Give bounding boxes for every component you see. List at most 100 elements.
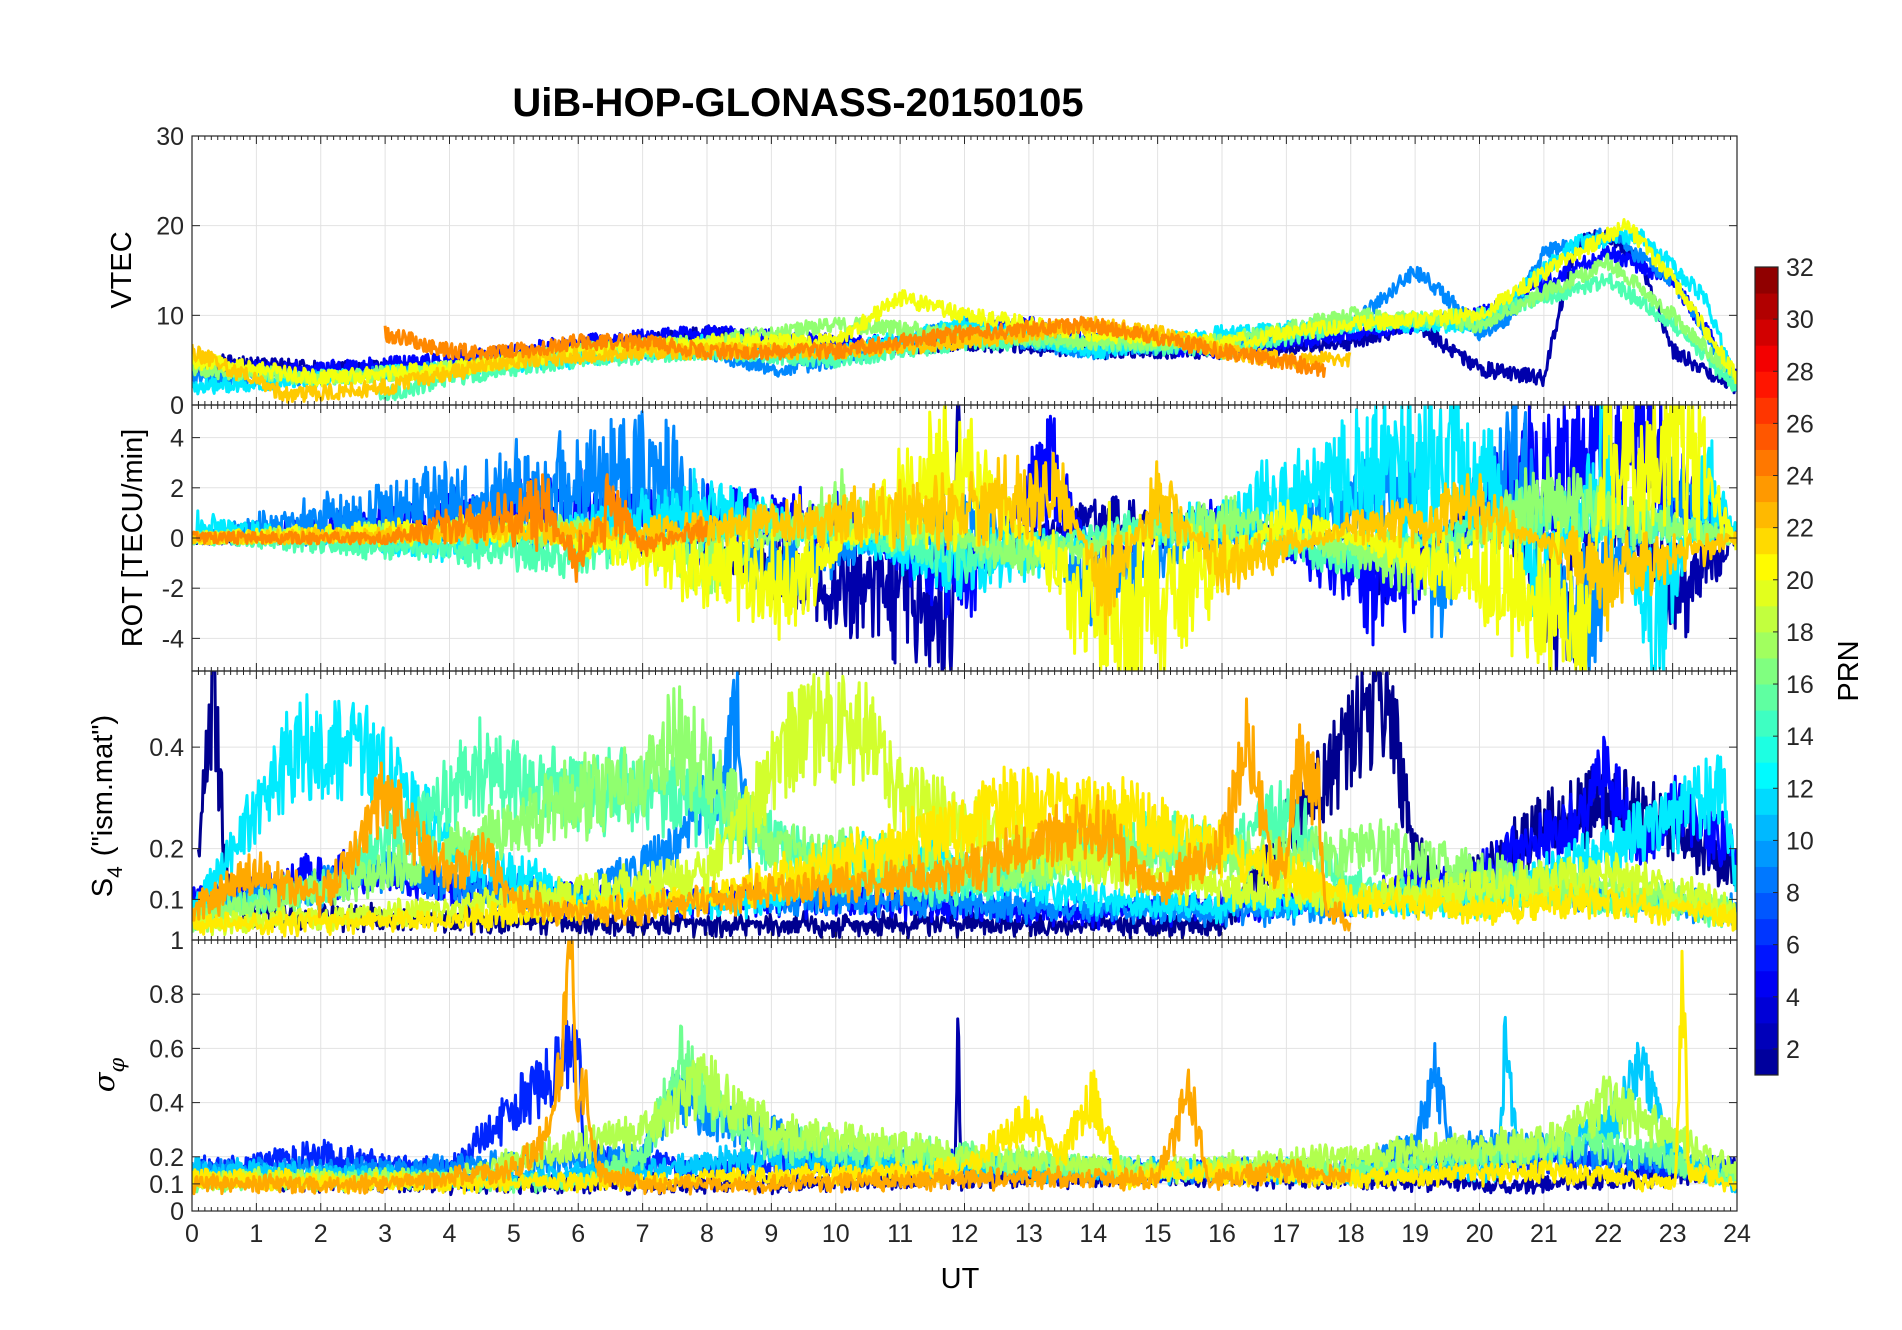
colorbar-segment bbox=[1755, 866, 1778, 894]
sigma_phi-y-tick-label: 0.1 bbox=[149, 1171, 184, 1199]
vtec-panel: VTEC 0 10 20 30 bbox=[106, 123, 1738, 420]
colorbar-segment bbox=[1755, 631, 1778, 659]
sigma_phi-y-tick-label: 0.4 bbox=[149, 1090, 184, 1118]
colorbar-tick-label: 2 bbox=[1786, 1036, 1800, 1064]
x-tick-label: 18 bbox=[1337, 1220, 1365, 1248]
x-tick-label: 20 bbox=[1466, 1220, 1494, 1248]
vtec-y-axis-label: VTEC bbox=[106, 231, 138, 308]
colorbar-segment bbox=[1755, 1048, 1778, 1076]
x-tick-label: 19 bbox=[1401, 1220, 1429, 1248]
rot-y-axis-label: ROT [TECU/min] bbox=[117, 429, 149, 648]
s4-series-prn-17 bbox=[192, 685, 1737, 933]
s4-label-main: S bbox=[87, 878, 119, 897]
sigma_phi-y-tick-label: 0.8 bbox=[149, 981, 184, 1009]
colorbar-segment bbox=[1755, 501, 1778, 529]
colorbar-segment bbox=[1755, 710, 1778, 737]
vtec-tick-marks: 0 10 20 30 bbox=[156, 123, 1738, 420]
sigma_phi-series-prn-23 bbox=[192, 940, 1352, 1196]
vtec-y-tick-label: 30 bbox=[156, 123, 184, 151]
sigma-phi-panel: σφ UT 00.10.20.40.60.810 1 2 3 4 5 6 7 8 9 10 11 12 1… bbox=[87, 927, 1751, 1295]
x-tick-label: 10 bbox=[822, 1220, 850, 1248]
colorbar-tick-label: 16 bbox=[1786, 671, 1814, 699]
colorbar-tick-label: 32 bbox=[1786, 254, 1814, 282]
colorbar-tick-label: 12 bbox=[1786, 775, 1814, 803]
colorbar-segment bbox=[1755, 579, 1778, 607]
colorbar-segment bbox=[1755, 475, 1778, 503]
sigma_phi-y-tick-label: 0 bbox=[170, 1198, 184, 1226]
colorbar-segment bbox=[1755, 397, 1778, 424]
s4-label-subscript: 4 bbox=[104, 866, 127, 878]
colorbar-tick-label: 30 bbox=[1786, 306, 1814, 334]
colorbar-segment bbox=[1755, 944, 1778, 972]
colorbar-segment bbox=[1755, 814, 1778, 841]
x-tick-label: 1 bbox=[249, 1220, 263, 1248]
colorbar-segment bbox=[1755, 996, 1778, 1024]
sigma_phi-series-prn-21 bbox=[192, 949, 1737, 1195]
colorbar-segment bbox=[1755, 553, 1778, 581]
colorbar-segment bbox=[1755, 970, 1778, 998]
colorbar-segment bbox=[1755, 267, 1778, 294]
colorbar-segment bbox=[1755, 892, 1778, 920]
x-tick-label: 9 bbox=[764, 1220, 778, 1248]
x-tick-label: 5 bbox=[507, 1220, 521, 1248]
s4-y-axis-label: S4 ("ism.mat") bbox=[87, 715, 127, 897]
s4-series-group bbox=[192, 671, 1737, 940]
x-tick-label: 12 bbox=[951, 1220, 979, 1248]
colorbar-segment bbox=[1755, 840, 1778, 867]
colorbar-tick-label: 20 bbox=[1786, 567, 1814, 595]
colorbar-tick-label: 10 bbox=[1786, 827, 1814, 855]
colorbar-segment bbox=[1755, 736, 1778, 763]
colorbar-segment bbox=[1755, 319, 1778, 346]
x-tick-label: 17 bbox=[1272, 1220, 1300, 1248]
colorbar-tick-label: 4 bbox=[1786, 984, 1800, 1012]
x-tick-label: 14 bbox=[1079, 1220, 1107, 1248]
s4-series-prn-21 bbox=[192, 765, 1737, 938]
colorbar-tick-label: 14 bbox=[1786, 723, 1814, 751]
rot-tick-marks: -4 -2 0 2 4 bbox=[162, 405, 1738, 671]
vtec-series-prn-20 bbox=[192, 218, 1737, 388]
colorbar-tick-label: 22 bbox=[1786, 515, 1814, 543]
colorbar-segment bbox=[1755, 449, 1778, 477]
sigma_phi-tick-marks: 00.10.20.40.60.810 1 2 3 4 5 6 7 8 9 10 11 12 13 14 15 1… bbox=[149, 927, 1751, 1248]
x-tick-label: 11 bbox=[887, 1220, 913, 1248]
sigma-label-subscript: φ bbox=[105, 1057, 129, 1072]
colorbar-segment bbox=[1755, 527, 1778, 555]
rot-y-tick-label: 2 bbox=[170, 475, 184, 503]
colorbar-tick-label: 28 bbox=[1786, 358, 1814, 386]
x-tick-label: 2 bbox=[314, 1220, 328, 1248]
s4-label-tail: ("ism.mat") bbox=[87, 715, 119, 856]
colorbar-tick-label: 26 bbox=[1786, 410, 1814, 438]
rot-y-tick-label: 4 bbox=[170, 425, 184, 453]
rot-y-tick-label: -2 bbox=[162, 575, 184, 603]
s4-panel: S4 ("ism.mat") 0.1 0.2 0.4 bbox=[87, 670, 1738, 941]
colorbar-segment bbox=[1755, 605, 1778, 633]
colorbar-label: PRN bbox=[1833, 640, 1865, 701]
x-tick-label: 13 bbox=[1015, 1220, 1043, 1248]
rot-series-group bbox=[192, 405, 1737, 671]
rot-series-prn-24 bbox=[192, 473, 709, 583]
x-tick-label: 21 bbox=[1530, 1220, 1558, 1248]
x-tick-label: 22 bbox=[1594, 1220, 1622, 1248]
rot-y-tick-label: 0 bbox=[170, 525, 184, 553]
colorbar-tick-label: 8 bbox=[1786, 880, 1800, 908]
colorbar-segment bbox=[1755, 918, 1778, 946]
x-tick-label: 7 bbox=[636, 1220, 650, 1248]
colorbar-segment bbox=[1755, 657, 1778, 685]
colorbar-segment bbox=[1755, 762, 1778, 789]
x-tick-label: 4 bbox=[443, 1220, 457, 1248]
x-tick-label: 15 bbox=[1144, 1220, 1172, 1248]
sigma_phi-series-group bbox=[192, 940, 1737, 1197]
vtec-y-tick-label: 20 bbox=[156, 213, 184, 241]
x-tick-label: 23 bbox=[1659, 1220, 1687, 1248]
x-axis-label: UT bbox=[941, 1263, 980, 1295]
colorbar-tick-label: 24 bbox=[1786, 463, 1814, 491]
x-tick-label: 16 bbox=[1208, 1220, 1236, 1248]
rot-y-tick-label: -4 bbox=[162, 625, 184, 653]
s4-y-tick-label: 0.4 bbox=[149, 734, 184, 762]
colorbar-segment bbox=[1755, 293, 1778, 320]
vtec-y-tick-label: 0 bbox=[170, 392, 184, 420]
sigma-y-axis-label: σφ bbox=[87, 1057, 129, 1092]
sigma_phi-y-tick-label: 1 bbox=[170, 927, 184, 955]
